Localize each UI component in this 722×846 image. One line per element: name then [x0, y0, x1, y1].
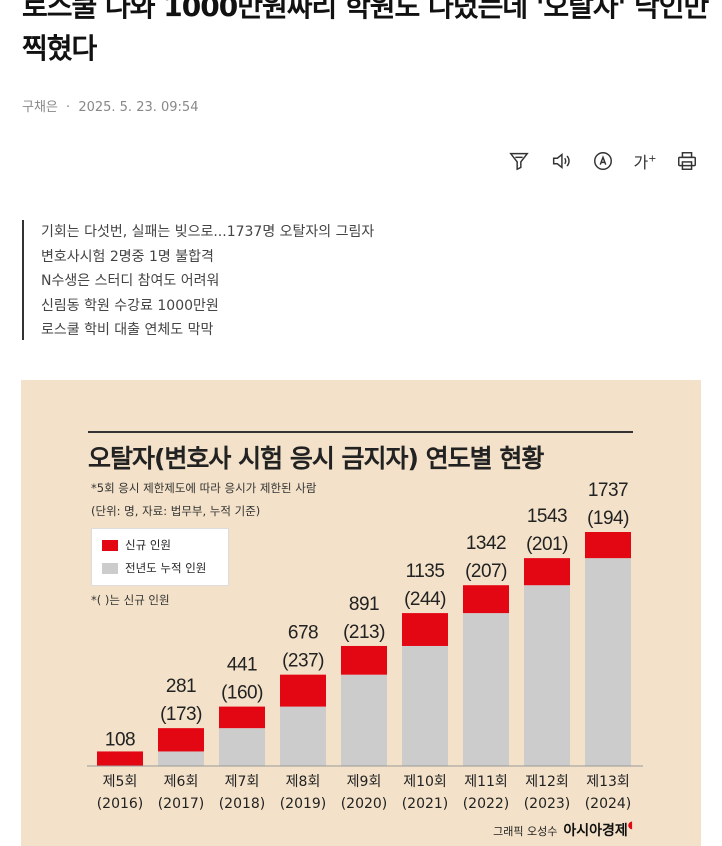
x-tick-label: 제13회	[586, 774, 630, 790]
infographic: 오탈자(변호사 시험 응시 금지자) 연도별 현황 *5회 응시 제한제도에 따…	[21, 380, 701, 846]
infographic-unit: (단위: 명, 자료: 법무부, 누적 기준)	[91, 504, 261, 518]
translate-button[interactable]	[590, 148, 616, 174]
font-size-button[interactable]: 가+	[632, 148, 658, 174]
bar-new	[97, 751, 143, 766]
total-label: 891	[349, 594, 379, 615]
bar-prev-cumulative	[341, 674, 387, 766]
x-tick-label: (2022)	[463, 796, 510, 812]
bar-new	[402, 613, 448, 646]
article-summary: 기회는 다섯번, 실패는 빚으로...1737명 오탈자의 그림자 변호사시험 …	[22, 220, 374, 340]
legend-swatch-prev	[102, 562, 118, 574]
article-headline: 로스쿨 나와 1000만원짜리 학원도 다녔는데 '오탈자' 낙인만 찍혔다	[22, 0, 709, 65]
bar-prev-cumulative	[219, 728, 265, 766]
filter-icon	[509, 152, 529, 171]
publish-datetime: 2025. 5. 23. 09:54	[78, 100, 199, 115]
print-button[interactable]	[674, 148, 700, 174]
author-name[interactable]: 구채은	[22, 100, 58, 115]
brand-mark-icon: ◖	[627, 820, 633, 831]
x-tick-label: (2017)	[158, 796, 205, 812]
article-toolbar: 가+	[506, 148, 700, 174]
bar-prev-cumulative	[585, 558, 631, 766]
bar-new	[524, 558, 570, 586]
translate-icon	[594, 152, 612, 170]
x-tick-label: (2020)	[341, 796, 388, 812]
summary-item: 변호사시험 2명중 1명 불합격	[41, 248, 214, 265]
total-label: 678	[288, 623, 318, 644]
chart-legend: 신규 인원 전년도 누적 인원	[91, 528, 229, 586]
bar-prev-cumulative	[524, 585, 570, 766]
summary-item: 기회는 다섯번, 실패는 빚으로...1737명 오탈자의 그림자	[41, 224, 375, 240]
new-label: (237)	[282, 651, 324, 672]
x-tick-label: 제6회	[164, 774, 199, 790]
x-tick-label: (2016)	[97, 796, 144, 812]
x-tick-label: 제11회	[464, 774, 508, 790]
credit-designer: 그래픽 오성수	[493, 825, 558, 838]
x-tick-label: 제7회	[225, 774, 260, 790]
total-label: 1135	[406, 561, 445, 582]
filter-button[interactable]	[506, 148, 532, 174]
x-tick-label: 제9회	[347, 774, 382, 790]
bar-prev-cumulative	[463, 613, 509, 766]
total-label: 281	[166, 676, 196, 697]
bar-new	[280, 674, 326, 707]
new-label: (207)	[465, 561, 507, 582]
x-tick-label: (2018)	[219, 796, 266, 812]
x-tick-label: 제8회	[286, 774, 321, 790]
bar-new	[463, 585, 509, 614]
print-icon	[678, 152, 696, 170]
summary-item: 신림동 학원 수강료 1000만원	[41, 297, 219, 314]
x-tick-label: (2024)	[585, 796, 632, 812]
total-label: 1342	[466, 533, 506, 554]
listen-button[interactable]	[548, 148, 574, 174]
bar-new	[158, 728, 204, 752]
legend-label-prev: 전년도 누적 인원	[125, 561, 207, 575]
bar-prev-cumulative	[280, 706, 326, 766]
legend-swatch-new	[102, 539, 118, 551]
legend-item-new: 신규 인원	[102, 537, 171, 553]
new-label: (213)	[343, 622, 385, 643]
total-label: 108	[105, 729, 135, 750]
bar-new	[219, 706, 265, 729]
x-tick-label: (2019)	[280, 796, 327, 812]
new-label: (194)	[587, 508, 629, 529]
total-label: 441	[227, 655, 257, 676]
bar-new	[341, 645, 387, 675]
legend-label-new: 신규 인원	[125, 538, 171, 552]
total-label: 1543	[527, 506, 567, 527]
x-tick-label: 제5회	[103, 774, 138, 790]
speaker-icon	[552, 153, 570, 169]
bar-chart: 108 제5회 (2016) 281 (173) 제6회 (2017) 441 (160) 제7회…	[87, 480, 643, 812]
x-tick-label: (2023)	[524, 796, 571, 812]
x-tick-label: 제12회	[525, 774, 569, 790]
bar-new	[585, 532, 631, 559]
x-tick-label: 제10회	[403, 774, 447, 790]
new-label: (244)	[404, 589, 446, 610]
new-label: (160)	[221, 683, 263, 704]
x-tick-label: (2021)	[402, 796, 449, 812]
title-rule	[88, 431, 633, 433]
infographic-title: 오탈자(변호사 시험 응시 금지자) 연도별 현황	[88, 444, 544, 473]
credit-brand: 아시아경제◖	[563, 820, 633, 839]
total-label: 1737	[588, 480, 628, 501]
graphic-credit: 그래픽 오성수 아시아경제◖	[493, 820, 633, 840]
summary-item: 로스쿨 학비 대출 연체도 막막	[41, 322, 214, 338]
infographic-note: *5회 응시 제한제도에 따라 응시가 제한된 사람	[91, 481, 317, 495]
font-size-icon: 가+	[633, 153, 657, 172]
new-label: (173)	[160, 704, 202, 725]
summary-item: N수생은 스터디 참여도 어려워	[41, 273, 220, 289]
new-label: (201)	[526, 534, 568, 555]
bar-prev-cumulative	[402, 645, 448, 766]
paren-note: *( )는 신규 인원	[91, 593, 170, 607]
legend-item-prev: 전년도 누적 인원	[102, 560, 206, 576]
byline: 구채은 · 2025. 5. 23. 09:54	[22, 100, 199, 115]
bar-prev-cumulative	[158, 751, 204, 766]
